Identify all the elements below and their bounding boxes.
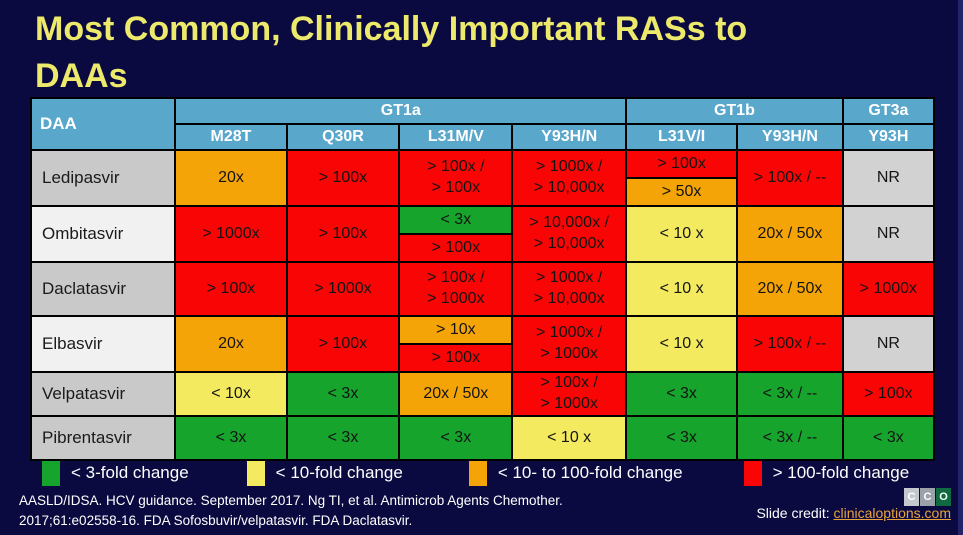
legend-label: < 10- to 100-fold change <box>497 463 683 482</box>
legend: < 3-fold change < 10-fold change < 10- to … <box>30 456 940 490</box>
table-row: Velpatasvir < 10x < 3x 20x / 50x > 100x / > … <box>29 371 936 417</box>
fold-change-cell: < 10 x <box>625 315 739 373</box>
slide-title: Most Common, Clinically Important RASs t… <box>35 10 748 95</box>
fold-change-cell: < 3x <box>285 415 401 461</box>
mutation-header: L31V/I <box>625 123 739 151</box>
ras-table: DAA GT1a GT1b GT3a M28T Q30R L31M/V Y93H/N L31V/… <box>29 97 936 461</box>
split-cell-bottom: > 100x <box>401 235 511 260</box>
legend-swatch-red <box>743 460 762 486</box>
fold-change-cell: > 100x / > 100x <box>398 149 514 207</box>
fold-change-cell: < 3x <box>174 415 288 461</box>
fold-change-cell: > 100x <box>285 149 401 207</box>
fold-change-cell: 20x <box>174 149 288 207</box>
fold-change-cell: 20x / 50x <box>398 371 514 417</box>
mutation-header: Y93H/N <box>736 123 844 151</box>
fold-change-cell: NR <box>841 149 936 207</box>
fold-change-cell: NR <box>841 205 936 263</box>
legend-item: < 10-fold change <box>246 460 403 486</box>
fold-change-cell: < 3x <box>841 415 936 461</box>
slide-credit-label: Slide credit: <box>756 505 834 521</box>
daa-label: Elbasvir <box>29 315 177 373</box>
right-edge-strip <box>958 0 963 535</box>
clinicaloptions-link[interactable]: clinicaloptions.com <box>833 505 952 521</box>
fold-change-cell: > 100x / > 1000x <box>398 261 514 317</box>
daa-label: Ombitasvir <box>29 205 177 263</box>
legend-swatch-yellow <box>246 460 265 486</box>
legend-label: < 10-fold change <box>275 463 403 482</box>
fold-change-cell: > 1000x / > 10,000x <box>511 149 628 207</box>
fold-change-cell: < 3x <box>285 371 401 417</box>
daa-label: Ledipasvir <box>29 149 177 207</box>
mutation-header: L31M/V <box>398 123 514 151</box>
daa-label: Daclatasvir <box>29 261 177 317</box>
citation-text: AASLD/IDSA. HCV guidance. September 2017… <box>19 493 563 529</box>
fold-change-cell: < 10 x <box>511 415 628 461</box>
fold-change-cell: > 100x <box>174 261 288 317</box>
fold-change-cell: < 3x / -- <box>736 371 844 417</box>
table-row: Pibrentasvir < 3x < 3x < 3x < 10 x < 3x < 3x /… <box>29 415 936 461</box>
fold-change-cell: < 3x / -- <box>736 415 844 461</box>
fold-change-cell: > 100x / -- <box>736 315 844 373</box>
genotype-group-header-gt3a: GT3a <box>841 97 936 125</box>
legend-item: < 10- to 100-fold change <box>468 460 683 486</box>
fold-change-cell-split: < 3x > 100x <box>398 205 514 263</box>
mutation-header: Y93H/N <box>511 123 628 151</box>
fold-change-cell: 20x <box>174 315 288 373</box>
table-row: Ombitasvir > 1000x > 100x < 3x > 100x > 10,00… <box>29 205 936 263</box>
fold-change-cell: > 100x <box>841 371 936 417</box>
fold-change-cell: NR <box>841 315 936 373</box>
legend-item: > 100-fold change <box>743 460 910 486</box>
slide-credit: Slide credit: clinicaloptions.com <box>756 505 951 521</box>
cco-logo-square: C <box>920 488 935 506</box>
fold-change-cell: > 100x / > 1000x <box>511 371 628 417</box>
mutation-header: M28T <box>174 123 288 151</box>
mutation-header: Y93H <box>841 123 936 151</box>
fold-change-cell: > 1000x / > 1000x <box>511 315 628 373</box>
fold-change-cell-split: > 100x > 50x <box>625 149 739 207</box>
table-row: Ledipasvir 20x > 100x > 100x / > 100x > 1000… <box>29 149 936 207</box>
split-cell-top: > 10x <box>401 318 511 345</box>
legend-label: < 3-fold change <box>71 463 189 482</box>
split-cell-bottom: > 50x <box>628 179 736 204</box>
fold-change-cell: < 3x <box>625 415 739 461</box>
fold-change-cell: < 3x <box>625 371 739 417</box>
fold-change-cell: < 3x <box>398 415 514 461</box>
fold-change-cell: 20x / 50x <box>736 261 844 317</box>
fold-change-cell: > 100x <box>285 205 401 263</box>
daa-label: Velpatasvir <box>29 371 177 417</box>
cco-logo-square: O <box>936 488 951 506</box>
table-row: Elbasvir 20x > 100x > 10x > 100x > 1000x / > … <box>29 315 936 373</box>
cco-logo-square: C <box>904 488 919 506</box>
fold-change-cell: > 1000x / > 10,000x <box>511 261 628 317</box>
split-cell-top: > 100x <box>628 152 736 179</box>
fold-change-cell: > 1000x <box>841 261 936 317</box>
table-row: Daclatasvir > 100x > 1000x > 100x / > 1000x… <box>29 261 936 317</box>
fold-change-cell: < 10 x <box>625 261 739 317</box>
genotype-group-header-gt1b: GT1b <box>625 97 844 125</box>
mutation-header: Q30R <box>285 123 401 151</box>
legend-swatch-orange <box>468 460 487 486</box>
fold-change-cell-split: > 10x > 100x <box>398 315 514 373</box>
fold-change-cell: > 1000x <box>174 205 288 263</box>
daa-label: Pibrentasvir <box>29 415 177 461</box>
fold-change-cell: > 100x <box>285 315 401 373</box>
genotype-group-header-gt1a: GT1a <box>174 97 628 125</box>
daa-column-header: DAA <box>29 97 177 151</box>
fold-change-cell: < 10 x <box>625 205 739 263</box>
fold-change-cell: > 1000x <box>285 261 401 317</box>
fold-change-cell: < 10x <box>174 371 288 417</box>
fold-change-cell: > 100x / -- <box>736 149 844 207</box>
legend-item: < 3-fold change <box>42 460 189 486</box>
fold-change-cell: > 10,000x / > 10,000x <box>511 205 628 263</box>
legend-swatch-green <box>42 460 60 486</box>
legend-label: > 100-fold change <box>772 463 910 482</box>
split-cell-top: < 3x <box>401 208 511 235</box>
split-cell-bottom: > 100x <box>401 345 511 370</box>
fold-change-cell: 20x / 50x <box>736 205 844 263</box>
